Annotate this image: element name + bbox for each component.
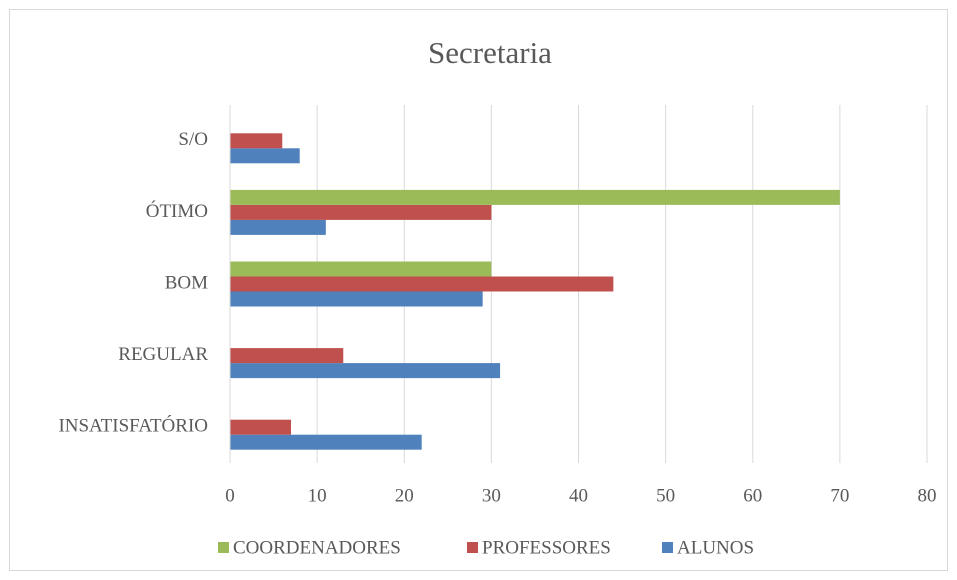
- bar: [230, 276, 614, 292]
- y-tick-label: REGULAR: [118, 344, 208, 365]
- bar: [230, 291, 483, 307]
- bar: [230, 133, 283, 149]
- x-tick-label: 20: [395, 485, 414, 506]
- x-tick-label: 30: [482, 485, 501, 506]
- bar: [230, 348, 344, 364]
- y-tick-label: ÓTIMO: [146, 200, 208, 222]
- y-tick-label: BOM: [165, 272, 208, 293]
- bar: [230, 419, 291, 435]
- bar: [230, 219, 326, 235]
- bar: [230, 204, 492, 220]
- x-tick-label: 40: [569, 485, 588, 506]
- bar: [230, 189, 840, 205]
- x-tick-label: 70: [830, 485, 849, 506]
- bar: [230, 363, 501, 379]
- y-tick-label: S/O: [178, 129, 208, 150]
- bar: [230, 148, 300, 164]
- legend-swatch: [467, 542, 478, 553]
- x-tick-label: 0: [225, 485, 235, 506]
- x-tick-label: 10: [308, 485, 327, 506]
- chart-title: Secretaria: [428, 35, 552, 70]
- bar: [230, 434, 422, 450]
- legend-label: PROFESSORES: [482, 537, 611, 558]
- legend-swatch: [218, 542, 229, 553]
- legend-label: ALUNOS: [677, 537, 754, 558]
- legend-label: COORDENADORES: [233, 537, 401, 558]
- legend-swatch: [662, 542, 673, 553]
- x-tick-label: 50: [656, 485, 675, 506]
- x-tick-label: 60: [743, 485, 762, 506]
- y-tick-label: INSATISFATÓRIO: [58, 415, 208, 437]
- bar: [230, 261, 492, 277]
- x-tick-label: 80: [918, 485, 937, 506]
